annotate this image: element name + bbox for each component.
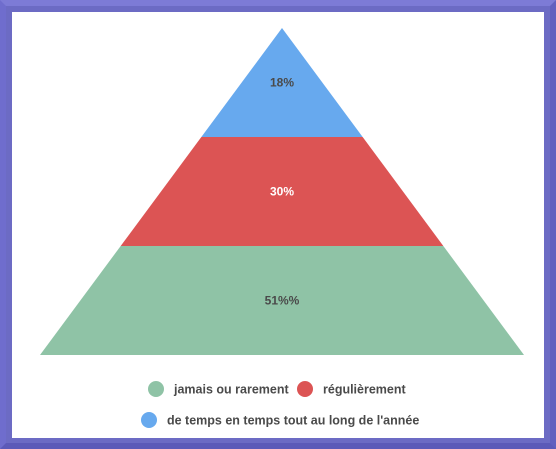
legend-swatch — [148, 381, 164, 397]
pyramid-segment — [120, 137, 444, 246]
pyramid-segments — [40, 28, 524, 355]
legend: jamais ou rarement régulièrement de temps … — [141, 381, 419, 428]
segment-labels: 18% 30% 51%% — [265, 76, 300, 308]
segment-data-label: 51%% — [265, 294, 300, 308]
legend-swatch — [297, 381, 313, 397]
pyramid-segment — [201, 28, 363, 137]
legend-swatch — [141, 412, 157, 428]
legend-label: régulièrement — [323, 383, 407, 397]
legend-label: de temps en temps tout au long de l'anné… — [167, 414, 419, 428]
segment-data-label: 18% — [270, 76, 294, 90]
segment-data-label: 30% — [270, 185, 294, 199]
pyramid-segment — [40, 246, 524, 355]
legend-label: jamais ou rarement — [173, 383, 289, 397]
